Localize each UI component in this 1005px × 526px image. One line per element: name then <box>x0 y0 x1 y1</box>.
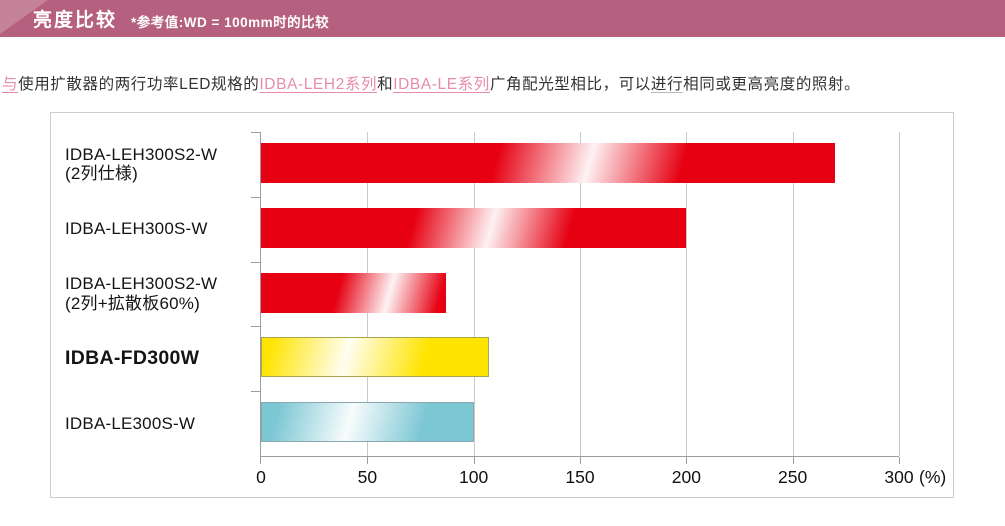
bar-chart-plot-area: (%) 0 50 100 150 200 250 300 <box>251 132 946 487</box>
gridline-300 <box>899 132 900 456</box>
x-axis-tick <box>473 457 475 464</box>
y-axis-tick <box>251 132 260 133</box>
x-axis-unit-label: (%) <box>919 467 947 487</box>
category-label-5: IDBA-LE300S-W <box>65 391 257 456</box>
x-axis-tick-label: 150 <box>565 467 595 487</box>
gridline-250 <box>792 132 794 456</box>
x-axis-tick-label: 100 <box>459 467 489 487</box>
y-axis-tick <box>251 326 260 328</box>
intro-segment: 广角配光型相比，可以 <box>489 75 651 93</box>
series-link-text[interactable]: IDBA-LE系列 <box>393 75 490 93</box>
category-label-4: IDBA-FD300W <box>65 326 257 391</box>
category-labels: IDBA-LEH300S2-W (2列仕様) IDBA-LEH300S-W IDBA-… <box>65 132 257 456</box>
category-label-1: IDBA-LEH300S2-W (2列仕様) <box>65 132 257 197</box>
x-axis-tick-label: 0 <box>256 467 266 487</box>
section-header: 亮度比较 *参考值:WD = 100mm时的比较 <box>0 0 1005 37</box>
category-label-line: IDBA-FD300W <box>65 347 200 370</box>
x-axis-tick-label: 250 <box>778 467 808 487</box>
intro-segment: 进行 <box>650 75 684 93</box>
category-label-3: IDBA-LEH300S2-W (2列+拡散板60%) <box>65 262 257 327</box>
bar-shine <box>261 403 473 442</box>
category-label-line: (2列+拡散板60%) <box>65 293 200 313</box>
bar-shine <box>261 207 687 248</box>
section-title: 亮度比较 <box>33 10 118 31</box>
x-axis-tick-label: 300 <box>884 467 914 487</box>
gridline-200 <box>686 132 688 456</box>
intro-segment: 相同或更高亮度的照射。 <box>683 75 861 93</box>
x-axis-tick <box>580 457 581 464</box>
intro-segment: 和 <box>377 75 394 93</box>
category-label-line: (2列仕様) <box>65 164 138 184</box>
x-axis-tick <box>792 457 794 464</box>
y-axis-tick <box>251 391 260 393</box>
x-axis-tick-label: 200 <box>671 467 701 487</box>
bar-3 <box>261 272 447 313</box>
category-label-line: IDBA-LEH300S2-W <box>65 274 218 294</box>
intro-segment: 使用扩散器的两行功率LED规格的 <box>18 75 260 93</box>
gridline-150 <box>580 132 581 456</box>
category-label-line: IDBA-LEH300S-W <box>65 219 208 239</box>
bar-5 <box>261 402 474 443</box>
x-axis-tick <box>260 457 261 464</box>
bar-shine <box>261 143 836 183</box>
x-axis-tick-label: 50 <box>357 467 378 487</box>
category-label-2: IDBA-LEH300S-W <box>65 197 257 262</box>
y-axis-tick <box>251 261 260 263</box>
bar-shine <box>261 272 447 313</box>
bar-2 <box>261 207 687 248</box>
series-link-text[interactable]: IDBA-LEH2系列 <box>259 75 378 93</box>
category-label-line: IDBA-LE300S-W <box>65 413 196 433</box>
bar-1 <box>261 143 836 183</box>
bar-4 <box>261 337 489 378</box>
series-link-text[interactable]: 与 <box>2 75 19 93</box>
x-axis-tick <box>686 457 688 464</box>
intro-text: 与使用扩散器的两行功率LED规格的IDBA-LEH2系列和IDBA-LE系列广角… <box>2 73 1003 96</box>
chart-panel: IDBA-LEH300S2-W (2列仕様) IDBA-LEH300S-W IDBA-… <box>50 112 954 498</box>
gridline-100 <box>473 132 475 456</box>
y-axis-tick <box>251 196 260 198</box>
bar-shine <box>261 338 488 377</box>
category-label-line: IDBA-LEH300S2-W <box>65 144 218 164</box>
x-axis-tick <box>899 457 900 464</box>
section-subtitle: *参考值:WD = 100mm时的比较 <box>131 15 330 30</box>
x-axis-tick <box>367 457 369 464</box>
